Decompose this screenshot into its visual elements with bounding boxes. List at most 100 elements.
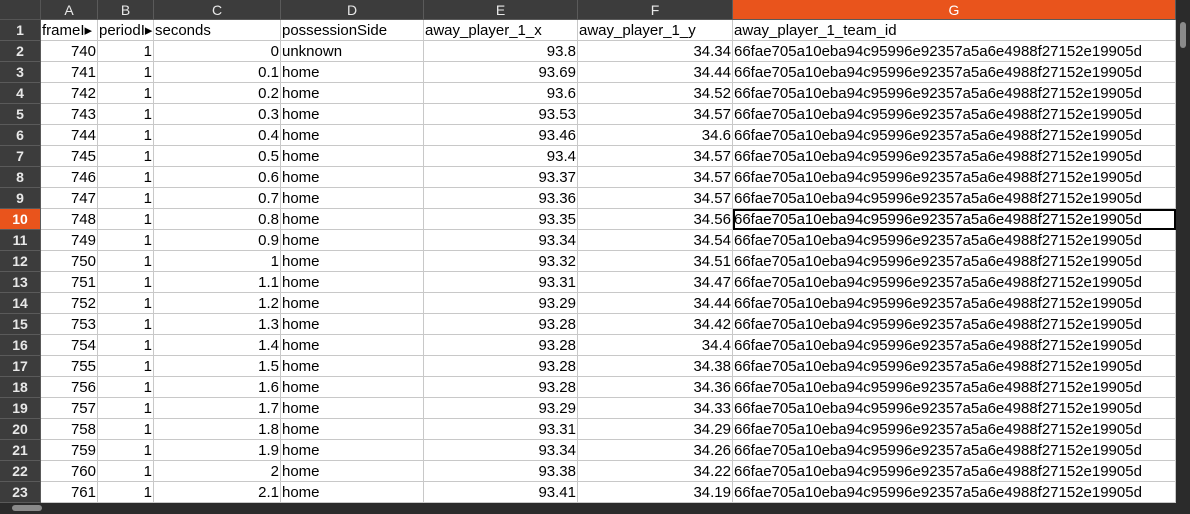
row-header-4[interactable]: 4 bbox=[0, 83, 41, 104]
cell-a15[interactable]: 753 bbox=[41, 314, 98, 335]
cell-e1[interactable]: away_player_1_x bbox=[424, 20, 578, 41]
cell-d13[interactable]: home bbox=[281, 272, 424, 293]
cell-e19[interactable]: 93.29 bbox=[424, 398, 578, 419]
cell-b4[interactable]: 1 bbox=[98, 83, 154, 104]
cell-a22[interactable]: 760 bbox=[41, 461, 98, 482]
cell-e7[interactable]: 93.4 bbox=[424, 146, 578, 167]
cell-b8[interactable]: 1 bbox=[98, 167, 154, 188]
cell-e5[interactable]: 93.53 bbox=[424, 104, 578, 125]
cell-d5[interactable]: home bbox=[281, 104, 424, 125]
cell-c2[interactable]: 0 bbox=[154, 41, 281, 62]
cell-c20[interactable]: 1.8 bbox=[154, 419, 281, 440]
cell-e18[interactable]: 93.28 bbox=[424, 377, 578, 398]
cell-f16[interactable]: 34.4 bbox=[578, 335, 733, 356]
cell-e9[interactable]: 93.36 bbox=[424, 188, 578, 209]
cell-e15[interactable]: 93.28 bbox=[424, 314, 578, 335]
cell-e10[interactable]: 93.35 bbox=[424, 209, 578, 230]
cell-c8[interactable]: 0.6 bbox=[154, 167, 281, 188]
cell-g11[interactable]: 66fae705a10eba94c95996e92357a5a6e4988f27… bbox=[733, 230, 1176, 251]
cell-a12[interactable]: 750 bbox=[41, 251, 98, 272]
cell-c12[interactable]: 1 bbox=[154, 251, 281, 272]
cell-a6[interactable]: 744 bbox=[41, 125, 98, 146]
cell-e3[interactable]: 93.69 bbox=[424, 62, 578, 83]
cell-f22[interactable]: 34.22 bbox=[578, 461, 733, 482]
column-header-b[interactable]: B bbox=[98, 0, 154, 20]
cell-b20[interactable]: 1 bbox=[98, 419, 154, 440]
cell-g18[interactable]: 66fae705a10eba94c95996e92357a5a6e4988f27… bbox=[733, 377, 1176, 398]
cell-d3[interactable]: home bbox=[281, 62, 424, 83]
cell-c22[interactable]: 2 bbox=[154, 461, 281, 482]
column-header-c[interactable]: C bbox=[154, 0, 281, 20]
cell-c4[interactable]: 0.2 bbox=[154, 83, 281, 104]
cell-a13[interactable]: 751 bbox=[41, 272, 98, 293]
horizontal-scroll-thumb[interactable] bbox=[12, 505, 42, 511]
cell-e13[interactable]: 93.31 bbox=[424, 272, 578, 293]
cell-e11[interactable]: 93.34 bbox=[424, 230, 578, 251]
cell-g17[interactable]: 66fae705a10eba94c95996e92357a5a6e4988f27… bbox=[733, 356, 1176, 377]
cell-c5[interactable]: 0.3 bbox=[154, 104, 281, 125]
cell-f15[interactable]: 34.42 bbox=[578, 314, 733, 335]
cell-a11[interactable]: 749 bbox=[41, 230, 98, 251]
cell-e17[interactable]: 93.28 bbox=[424, 356, 578, 377]
cell-a9[interactable]: 747 bbox=[41, 188, 98, 209]
column-header-g[interactable]: G bbox=[733, 0, 1176, 20]
cell-d18[interactable]: home bbox=[281, 377, 424, 398]
cell-d16[interactable]: home bbox=[281, 335, 424, 356]
cell-b6[interactable]: 1 bbox=[98, 125, 154, 146]
cell-a5[interactable]: 743 bbox=[41, 104, 98, 125]
cell-c6[interactable]: 0.4 bbox=[154, 125, 281, 146]
cell-d22[interactable]: home bbox=[281, 461, 424, 482]
cell-b17[interactable]: 1 bbox=[98, 356, 154, 377]
cell-a19[interactable]: 757 bbox=[41, 398, 98, 419]
cell-c21[interactable]: 1.9 bbox=[154, 440, 281, 461]
cell-b5[interactable]: 1 bbox=[98, 104, 154, 125]
cell-d6[interactable]: home bbox=[281, 125, 424, 146]
cell-f20[interactable]: 34.29 bbox=[578, 419, 733, 440]
cell-b16[interactable]: 1 bbox=[98, 335, 154, 356]
row-header-12[interactable]: 12 bbox=[0, 251, 41, 272]
cell-f8[interactable]: 34.57 bbox=[578, 167, 733, 188]
cell-e14[interactable]: 93.29 bbox=[424, 293, 578, 314]
horizontal-scrollbar[interactable] bbox=[0, 503, 1176, 514]
cell-d14[interactable]: home bbox=[281, 293, 424, 314]
cell-c7[interactable]: 0.5 bbox=[154, 146, 281, 167]
cell-e21[interactable]: 93.34 bbox=[424, 440, 578, 461]
cell-d4[interactable]: home bbox=[281, 83, 424, 104]
row-header-17[interactable]: 17 bbox=[0, 356, 41, 377]
cell-f21[interactable]: 34.26 bbox=[578, 440, 733, 461]
row-header-22[interactable]: 22 bbox=[0, 461, 41, 482]
cell-g8[interactable]: 66fae705a10eba94c95996e92357a5a6e4988f27… bbox=[733, 167, 1176, 188]
row-header-6[interactable]: 6 bbox=[0, 125, 41, 146]
cell-a8[interactable]: 746 bbox=[41, 167, 98, 188]
cell-a10[interactable]: 748 bbox=[41, 209, 98, 230]
cell-f7[interactable]: 34.57 bbox=[578, 146, 733, 167]
cell-d10[interactable]: home bbox=[281, 209, 424, 230]
row-header-11[interactable]: 11 bbox=[0, 230, 41, 251]
column-header-f[interactable]: F bbox=[578, 0, 733, 20]
cell-d7[interactable]: home bbox=[281, 146, 424, 167]
cell-g21[interactable]: 66fae705a10eba94c95996e92357a5a6e4988f27… bbox=[733, 440, 1176, 461]
cell-a14[interactable]: 752 bbox=[41, 293, 98, 314]
cell-b1[interactable]: periodI▸ bbox=[98, 20, 154, 41]
cell-f12[interactable]: 34.51 bbox=[578, 251, 733, 272]
cell-c15[interactable]: 1.3 bbox=[154, 314, 281, 335]
row-header-1[interactable]: 1 bbox=[0, 20, 41, 41]
cell-g4[interactable]: 66fae705a10eba94c95996e92357a5a6e4988f27… bbox=[733, 83, 1176, 104]
cell-g2[interactable]: 66fae705a10eba94c95996e92357a5a6e4988f27… bbox=[733, 41, 1176, 62]
row-header-2[interactable]: 2 bbox=[0, 41, 41, 62]
cell-b10[interactable]: 1 bbox=[98, 209, 154, 230]
column-header-d[interactable]: D bbox=[281, 0, 424, 20]
row-header-18[interactable]: 18 bbox=[0, 377, 41, 398]
cell-c19[interactable]: 1.7 bbox=[154, 398, 281, 419]
cell-d19[interactable]: home bbox=[281, 398, 424, 419]
row-header-21[interactable]: 21 bbox=[0, 440, 41, 461]
cell-g23[interactable]: 66fae705a10eba94c95996e92357a5a6e4988f27… bbox=[733, 482, 1176, 503]
cell-f9[interactable]: 34.57 bbox=[578, 188, 733, 209]
cell-b11[interactable]: 1 bbox=[98, 230, 154, 251]
cell-g1[interactable]: away_player_1_team_id bbox=[733, 20, 1176, 41]
cell-f23[interactable]: 34.19 bbox=[578, 482, 733, 503]
cell-c16[interactable]: 1.4 bbox=[154, 335, 281, 356]
cell-a20[interactable]: 758 bbox=[41, 419, 98, 440]
cell-a7[interactable]: 745 bbox=[41, 146, 98, 167]
cell-b15[interactable]: 1 bbox=[98, 314, 154, 335]
